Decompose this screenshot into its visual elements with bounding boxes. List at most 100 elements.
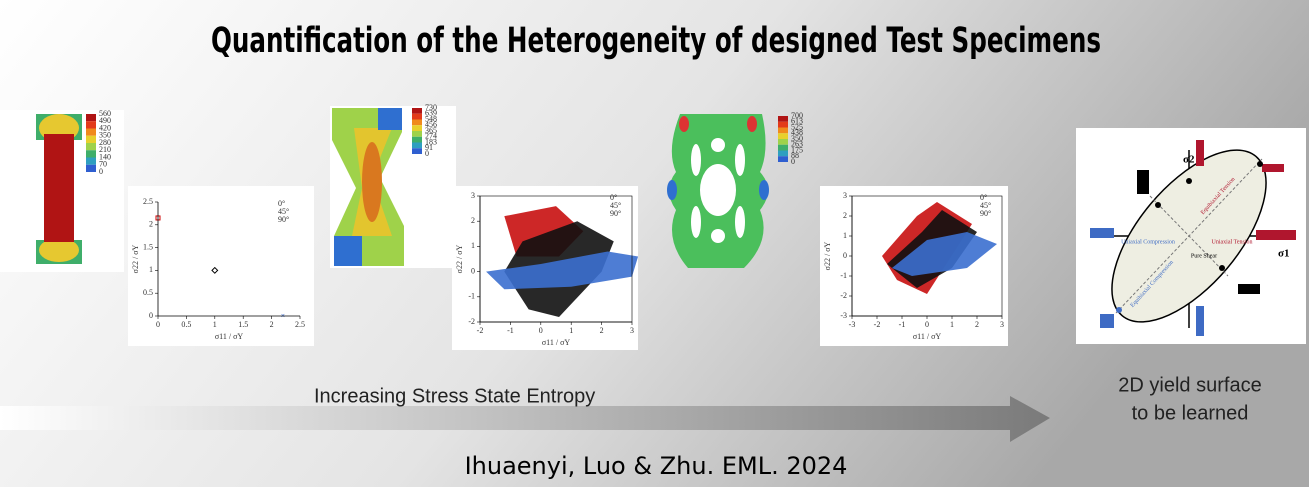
colorbar-label: 639 <box>425 109 437 118</box>
colorbar-label: 560 <box>99 109 111 118</box>
slide-title: Quantification of the Heterogeneity of d… <box>211 21 1101 61</box>
colorbar-segment <box>86 128 96 136</box>
x-tick-label: 0 <box>925 320 929 329</box>
legend-entry: 45° <box>980 201 991 210</box>
x-tick-label: 1.5 <box>238 320 248 329</box>
colorbar-label: 0 <box>425 149 429 158</box>
legend-entry: 45° <box>278 207 289 216</box>
legend-entry: 90° <box>278 215 289 224</box>
x-tick-label: 1 <box>950 320 954 329</box>
x-tick-label: 2 <box>600 326 604 335</box>
x-axis-label: σ11 / σY <box>215 332 244 341</box>
x-tick-label: 2 <box>975 320 979 329</box>
y-tick-label: 1 <box>471 241 475 250</box>
colorbar-label: 613 <box>791 117 803 126</box>
y-tick-label: 0.5 <box>143 288 153 297</box>
x-tick-label: -1 <box>507 326 514 335</box>
colorbar-label: 456 <box>425 120 437 129</box>
colorbar-label: 548 <box>425 114 437 123</box>
region-label: Uniaxial Compression <box>1121 239 1175 245</box>
y-tick-label: 2 <box>149 220 153 229</box>
y-tick-label: -1 <box>468 292 475 301</box>
colorbar-segment <box>778 133 788 139</box>
x-tick-label: 0 <box>539 326 543 335</box>
x-tick-label: 0 <box>156 320 160 329</box>
y-axis-label: σ22 / σY <box>131 244 140 273</box>
colorbar-segment <box>778 127 788 134</box>
colorbar-label: 280 <box>99 138 111 147</box>
scatter-plot: -3 -2 -1 0 1 2 3 -3 -2 -1 0 1 2 3 σ11 / σY σ22 / σY 0°45… <box>820 186 1008 346</box>
y-axis-label: σ2 <box>1183 154 1195 166</box>
y-tick-label: 1 <box>843 231 847 240</box>
colorbar-label: 525 <box>791 122 803 131</box>
caption-line: 2D yield surface <box>1118 374 1261 396</box>
y-tick-label: 3 <box>471 191 475 200</box>
citation: Ihuaenyi, Luo & Zhu. EML. 2024 <box>465 452 848 480</box>
colorbar-segment <box>412 125 422 131</box>
x-tick-label: -2 <box>477 326 484 335</box>
region-label: Pure Shear <box>1191 253 1217 259</box>
legend-entry: 90° <box>980 209 991 218</box>
colorbar-label: 274 <box>425 132 437 141</box>
colorbar-segment <box>412 136 422 143</box>
yield-surface-diagram <box>1076 128 1306 344</box>
colorbar-label: 438 <box>791 128 803 137</box>
plot-background <box>128 186 314 346</box>
legend-entry: 0° <box>278 199 285 208</box>
y-axis-label: σ22 / σY <box>455 244 464 273</box>
legend-entry: 0° <box>610 193 617 202</box>
y-tick-label: -2 <box>468 317 475 326</box>
x-axis-label: σ11 / σY <box>913 332 942 341</box>
x-tick-label: -3 <box>849 320 856 329</box>
y-tick-label: -3 <box>840 311 847 320</box>
y-tick-label: 3 <box>843 191 847 200</box>
legend-entry: 0° <box>980 193 987 202</box>
colorbar-segment <box>412 131 422 137</box>
colorbar-label: 730 <box>425 103 437 112</box>
legend-entry: 90° <box>610 209 621 218</box>
colorbar-label: 140 <box>99 152 111 161</box>
colorbar-label: 263 <box>791 140 803 149</box>
point-cloud <box>486 251 639 290</box>
colorbar-segment <box>412 142 422 149</box>
x-tick-label: -2 <box>874 320 881 329</box>
colorbar-segment <box>778 156 788 162</box>
x-axis-label: σ11 / σY <box>542 338 571 347</box>
colorbar-segment <box>778 121 788 128</box>
notched-specimen <box>330 106 456 268</box>
colorbar-label: 0 <box>791 157 795 166</box>
point-cloud <box>892 232 997 276</box>
colorbar-segment <box>412 148 422 154</box>
colorbar-label: 350 <box>99 131 111 140</box>
colorbar-label: 183 <box>425 137 437 146</box>
point <box>211 266 219 274</box>
colorbar-segment <box>86 150 96 158</box>
colorbar-segment <box>86 143 96 151</box>
y-tick-label: 0 <box>149 311 153 320</box>
dogbone-specimen <box>0 110 124 272</box>
caption-line: to be learned <box>1132 402 1249 424</box>
y-tick-label: 0 <box>843 251 847 260</box>
y-tick-label: 0 <box>471 266 475 275</box>
colorbar-label: 365 <box>425 126 437 135</box>
colorbar-label: 0 <box>99 167 103 176</box>
colorbar-label: 350 <box>791 134 803 143</box>
y-tick-label: -1 <box>840 271 847 280</box>
colorbar-segment <box>86 164 96 172</box>
colorbar-label: 210 <box>99 145 111 154</box>
x-tick-label: 2 <box>270 320 274 329</box>
colorbar-label: 175 <box>791 145 803 154</box>
colorbar-label: 91 <box>425 143 433 152</box>
x-tick-label: 0.5 <box>181 320 191 329</box>
colorbar-label: 70 <box>99 160 107 169</box>
y-tick-label: 2 <box>843 211 847 220</box>
legend-entry: 45° <box>610 201 621 210</box>
x-tick-label: 3 <box>630 326 634 335</box>
colorbar-segment <box>86 157 96 165</box>
entropy-arrow <box>0 396 1050 442</box>
y-tick-label: 2 <box>471 216 475 225</box>
